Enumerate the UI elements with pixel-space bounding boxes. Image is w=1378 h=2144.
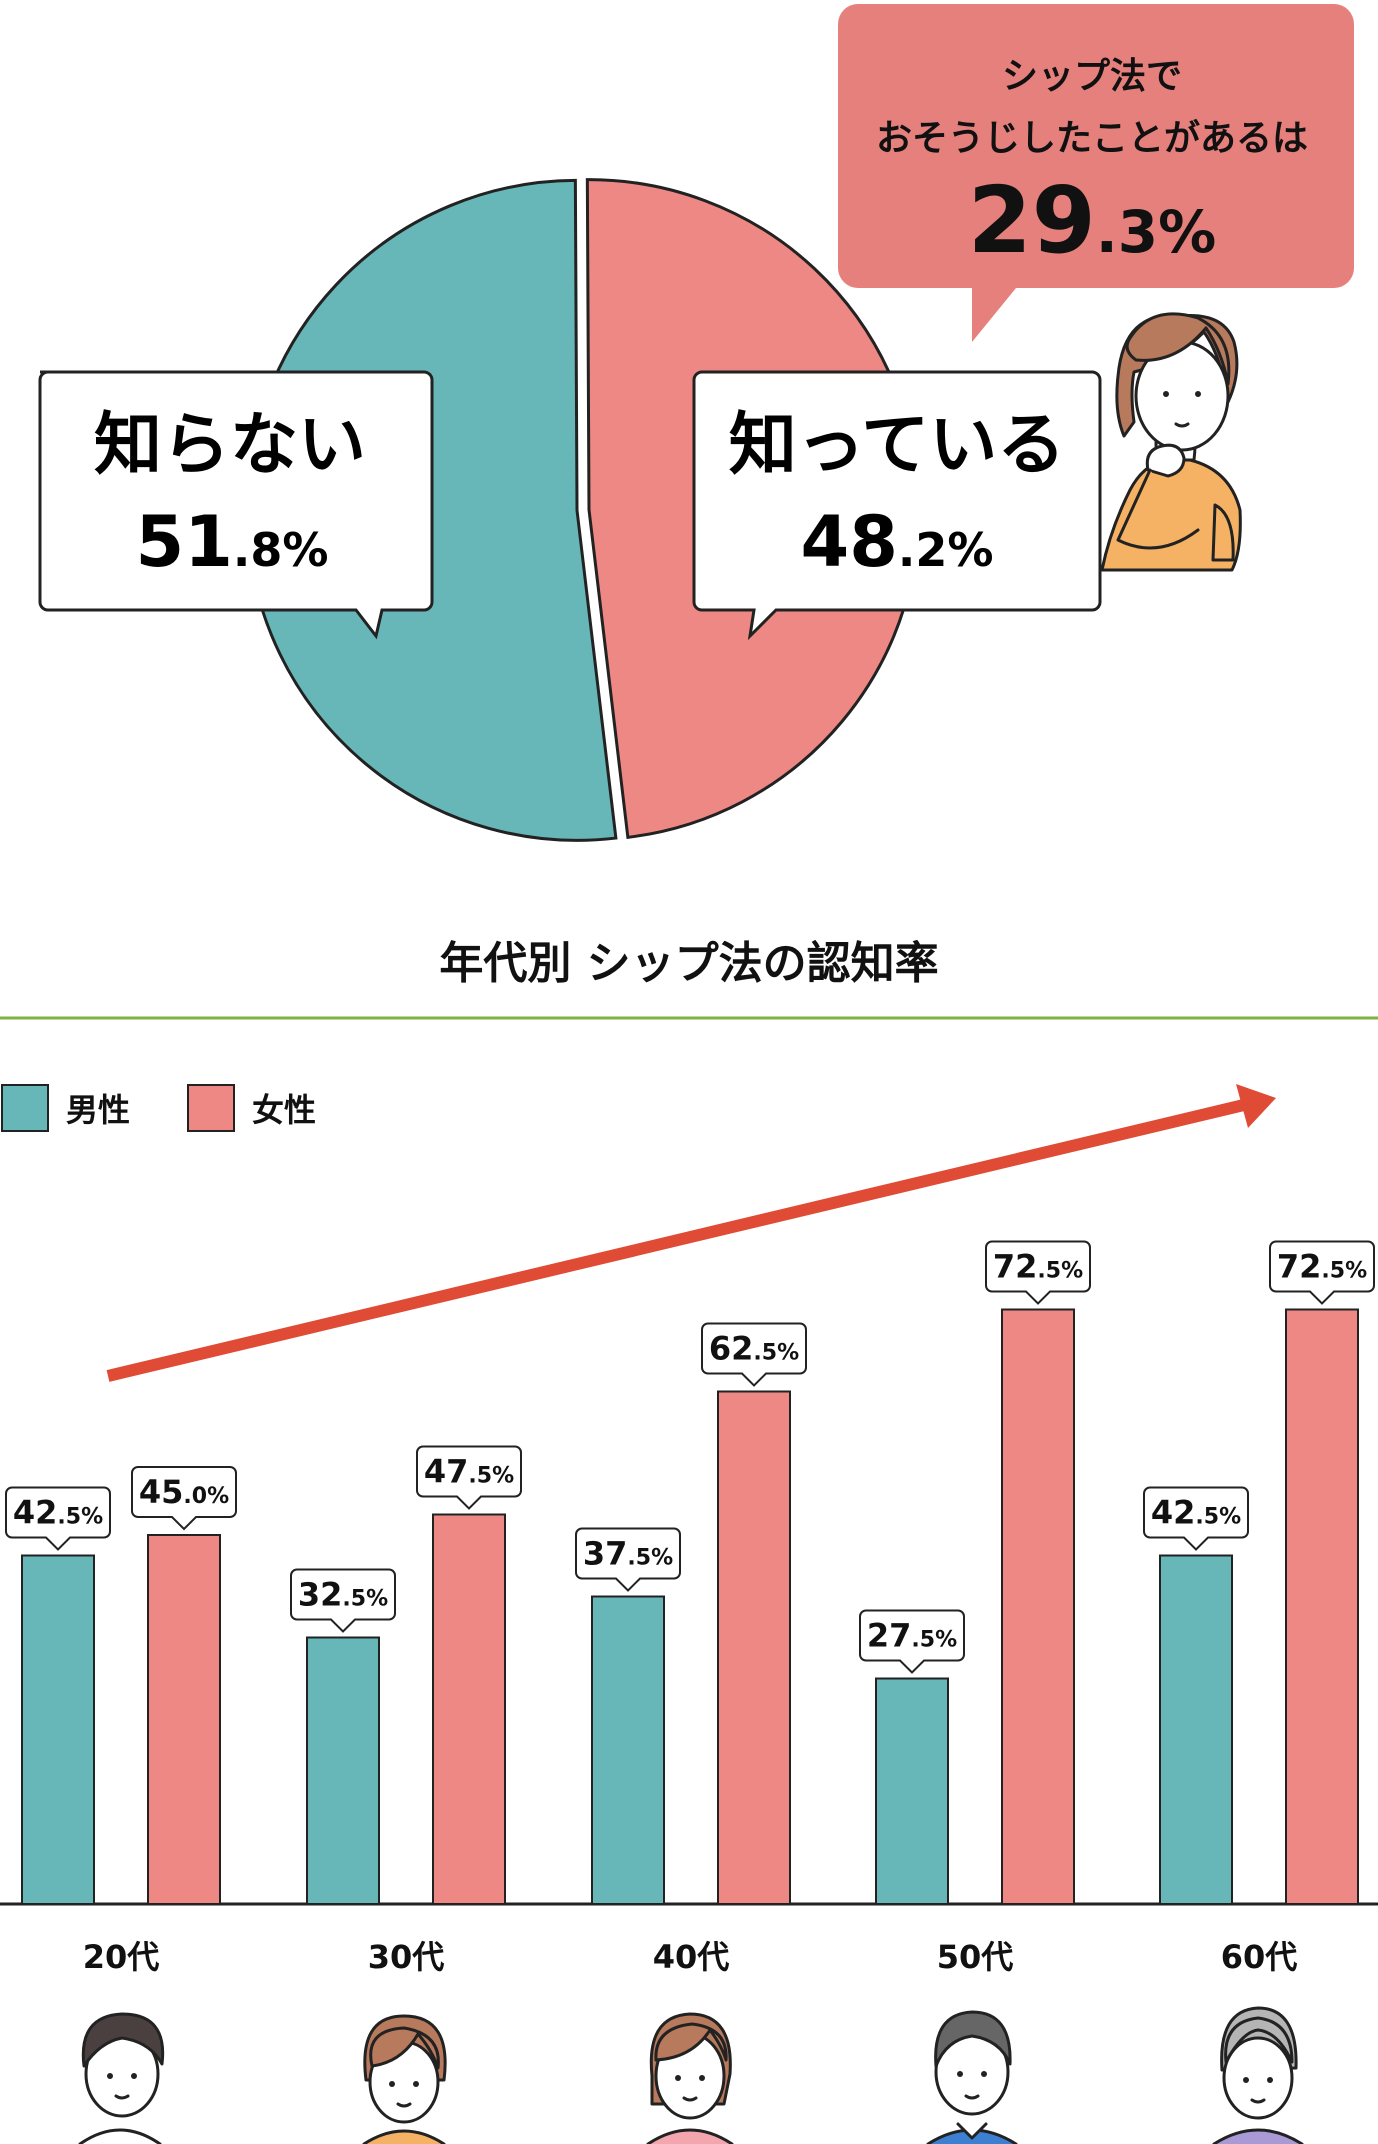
data-label-bubble [859, 1609, 965, 1674]
data-label: 27.5% [867, 1617, 957, 1655]
callout-value: 29.3% [968, 167, 1217, 274]
data-label: 32.5% [298, 1576, 388, 1614]
data-label-bubble [701, 1322, 807, 1387]
data-label-bubble [985, 1240, 1091, 1305]
data-label: 62.5% [709, 1330, 799, 1368]
face-20s-icon [78, 2012, 165, 2144]
legend-swatch-male [1, 1084, 49, 1132]
bar-chart: 42.5% 45.0% 20代 32.5% 47.5% 30代 37.5% 62.5% 40代 2… [0, 1240, 1378, 1976]
bar-chart-title: 年代別 シップ法の認知率 [439, 938, 938, 989]
data-label-bubble [575, 1527, 681, 1592]
legend-label-male: 男性 [66, 1091, 130, 1129]
unknown-value: 51.8% [136, 501, 329, 583]
face-40s-icon [646, 2012, 734, 2144]
data-label: 45.0% [139, 1473, 229, 1511]
category-label: 60代 [1221, 1938, 1298, 1976]
known-bubble: 知っている 48.2% [692, 370, 1102, 641]
category-label: 40代 [653, 1938, 730, 1976]
face-50s-icon [926, 2010, 1018, 2144]
face-icons [78, 2006, 1304, 2144]
legend-label-female: 女性 [252, 1091, 316, 1129]
bar-female [1001, 1308, 1075, 1905]
data-label: 37.5% [583, 1535, 673, 1573]
data-label-bubble [5, 1486, 111, 1551]
bar-female [1285, 1308, 1359, 1905]
bar-male [1159, 1554, 1233, 1905]
category-label: 50代 [937, 1938, 1014, 1976]
face-60s-icon [1212, 2006, 1304, 2144]
callout-line2: おそうじしたことがあるは [876, 118, 1308, 159]
data-label: 72.5% [993, 1248, 1083, 1286]
known-value: 48.2% [801, 501, 994, 583]
bar-female [717, 1390, 791, 1905]
bar-female [147, 1534, 221, 1905]
data-label-bubble [131, 1466, 237, 1531]
data-label-bubble [290, 1568, 396, 1633]
unknown-bubble: 知らない 51.8% [38, 370, 434, 640]
category-label: 30代 [368, 1938, 445, 1976]
legend: 男性 女性 [1, 1084, 316, 1132]
bar-male [875, 1677, 949, 1905]
thinking-woman-illustration [1100, 312, 1242, 572]
callout-line1: シップ法で [1002, 56, 1182, 97]
face-30s-icon [362, 2014, 447, 2144]
known-label: 知っている [729, 406, 1066, 485]
data-label-bubble [1143, 1486, 1249, 1551]
bar-female [432, 1513, 506, 1905]
data-label-bubble [416, 1445, 522, 1510]
legend-swatch-female [187, 1084, 235, 1132]
data-label: 42.5% [13, 1494, 103, 1532]
data-label: 42.5% [1151, 1494, 1241, 1532]
data-label: 47.5% [424, 1453, 514, 1491]
bar-male [21, 1554, 95, 1905]
unknown-label: 知らない [94, 406, 366, 485]
callout-bubble: シップ法で おそうじしたことがあるは 29.3% [838, 4, 1354, 342]
trend-arrow [106, 1084, 1276, 1382]
category-label: 20代 [83, 1938, 160, 1976]
data-label-bubble [1269, 1240, 1375, 1305]
bar-male [591, 1595, 665, 1905]
data-label: 72.5% [1277, 1248, 1367, 1286]
bar-male [306, 1636, 380, 1905]
